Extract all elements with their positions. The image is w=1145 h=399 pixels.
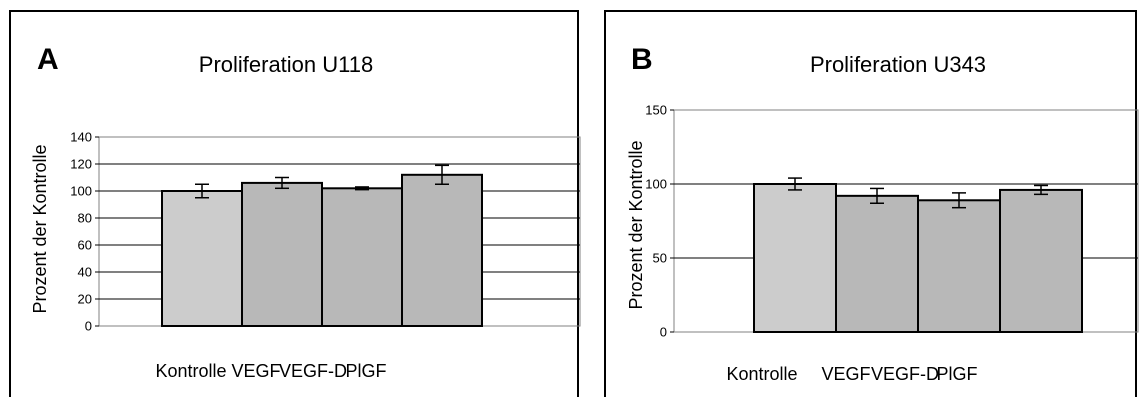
x-category-label: VEGF [231, 361, 280, 381]
x-category-label: PlGF [345, 361, 386, 381]
y-tick-label: 140 [70, 130, 92, 145]
bar-vegf [241, 181, 323, 327]
panel-letter-a: A [37, 43, 59, 76]
x-category-label: Kontrolle [155, 361, 226, 381]
y-tick-label: 20 [78, 292, 92, 307]
bar-vegf [835, 194, 919, 333]
bar-kontrolle [161, 190, 243, 327]
y-tick-label: 60 [78, 238, 92, 253]
y-tick-label: 40 [78, 265, 92, 280]
x-category-label: PlGF [936, 364, 977, 384]
bar-vegf-d [917, 199, 1001, 333]
bar-vegf-d [321, 187, 403, 327]
x-category-label: Kontrolle [726, 364, 797, 384]
chart-title-b: Proliferation U343 [810, 52, 986, 77]
y-axis-label-b: Prozent der Kontrolle [626, 140, 646, 309]
bar-plgf [999, 188, 1083, 333]
y-tick-label: 50 [653, 251, 667, 266]
chart-panel-a: A Proliferation U118 Prozent der Kontrol… [9, 10, 581, 397]
bar-plgf [401, 173, 483, 327]
chart-a-svg: A Proliferation U118 Prozent der Kontrol… [30, 43, 581, 381]
y-axis-label-a: Prozent der Kontrolle [30, 144, 50, 313]
y-tick-label: 80 [78, 211, 92, 226]
y-tick-label: 150 [645, 103, 667, 118]
y-tick-label: 120 [70, 157, 92, 172]
chart-panel-b: B Proliferation U343 Prozent der Kontrol… [604, 10, 1139, 397]
x-category-label: VEGF-D [279, 361, 347, 381]
y-tick-label: 100 [70, 184, 92, 199]
panel-letter-b: B [631, 43, 653, 76]
chart-b-svg: B Proliferation U343 Prozent der Kontrol… [626, 43, 1139, 384]
x-category-label: VEGF [821, 364, 870, 384]
bar-kontrolle [753, 183, 837, 333]
y-tick-label: 100 [645, 177, 667, 192]
x-category-label: VEGF-D [871, 364, 939, 384]
chart-title-a: Proliferation U118 [199, 52, 373, 77]
y-tick-label: 0 [660, 325, 667, 340]
y-tick-label: 0 [85, 319, 92, 334]
